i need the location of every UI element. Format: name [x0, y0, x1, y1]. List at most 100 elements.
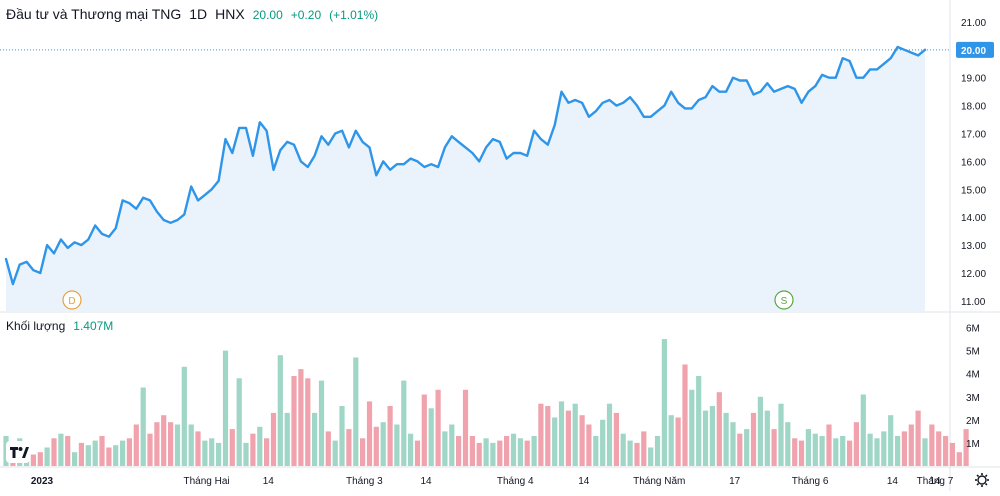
volume-bar: [161, 415, 167, 466]
volume-bar: [332, 440, 338, 466]
volume-bar: [325, 431, 331, 466]
volume-tick-label: 2M: [966, 416, 980, 427]
volume-bar: [65, 436, 71, 466]
last-price-label: 20.00: [961, 46, 986, 57]
volume-bar: [572, 403, 578, 466]
volume-bar: [524, 440, 530, 466]
volume-bar: [517, 438, 523, 466]
volume-bar: [133, 424, 139, 466]
symbol-title[interactable]: Đầu tư và Thương mại TNG: [6, 6, 182, 22]
volume-bar: [613, 412, 619, 466]
time-tick-label: 14: [929, 476, 941, 487]
event-marker: [774, 290, 794, 310]
volume-bar: [373, 426, 379, 466]
volume-bar: [606, 403, 613, 466]
volume-bar: [510, 433, 517, 466]
volume-bar: [284, 412, 290, 466]
volume-bar: [456, 436, 462, 466]
volume-bar: [744, 429, 750, 466]
volume-bar: [346, 429, 352, 466]
volume-bar: [202, 440, 208, 466]
volume-bar: [600, 419, 606, 466]
time-tick-label: Tháng Năm: [633, 476, 685, 487]
volume-bar: [634, 442, 640, 466]
volume-bar: [586, 424, 592, 466]
volume-bar: [847, 440, 853, 466]
price-tick-label: 18.00: [961, 102, 986, 113]
volume-bar: [750, 412, 757, 466]
interval-label[interactable]: 1D: [189, 6, 208, 22]
volume-bar: [654, 436, 661, 466]
exchange-label: HNX: [215, 6, 245, 22]
volume-bar: [668, 415, 674, 466]
volume-bar: [270, 412, 277, 466]
event-marker-label: S: [781, 296, 788, 307]
volume-tick-label: 6M: [966, 324, 980, 335]
volume-bar: [250, 433, 256, 466]
volume-bar: [620, 433, 626, 466]
volume-bar: [757, 396, 763, 466]
volume-bar: [853, 422, 859, 466]
volume-bar: [545, 406, 551, 466]
volume-bar: [264, 438, 270, 466]
volume-bar: [531, 436, 537, 466]
volume-bar: [860, 394, 866, 466]
volume-bar: [483, 438, 489, 466]
volume-bar: [435, 389, 441, 466]
volume-bar: [106, 447, 112, 466]
volume-bar: [819, 436, 825, 466]
volume-bar: [85, 445, 91, 466]
volume-bar: [805, 429, 811, 466]
volume-bar: [243, 442, 249, 466]
volume-bar: [168, 422, 174, 466]
price-area: [6, 47, 925, 312]
volume-bar: [360, 438, 366, 466]
volume-bar: [51, 438, 57, 466]
volume-bar: [689, 389, 695, 466]
volume-bar: [915, 410, 921, 466]
volume-bar: [579, 415, 585, 466]
volume-bar: [305, 378, 311, 466]
time-tick-label: Tháng Hai: [184, 476, 230, 487]
price-tick-label: 21.00: [961, 18, 986, 29]
price-line: [4, 45, 927, 286]
volume-bar: [318, 380, 325, 466]
volume-bar: [798, 440, 805, 466]
volume-bar: [222, 350, 229, 466]
price-tick-label: 19.00: [961, 74, 986, 85]
volume-bar: [113, 445, 119, 466]
volume-bar: [895, 436, 901, 466]
volume-bar: [963, 429, 969, 466]
event-marker-label: D: [68, 296, 75, 307]
volume-bar: [648, 447, 654, 466]
last-price-label-bg: [956, 41, 994, 58]
volume-bar: [462, 389, 469, 466]
volume-bar: [408, 433, 414, 466]
volume-bar: [37, 452, 43, 466]
volume-bar: [414, 440, 421, 466]
symbol-legend: Đầu tư và Thương mại TNG 1D HNX 20.00 +0…: [6, 6, 378, 22]
volume-bar: [812, 433, 818, 466]
volume-bar: [764, 410, 770, 466]
volume-bar: [675, 417, 681, 466]
price-tick-label: 14.00: [961, 213, 986, 224]
volume-bar: [339, 406, 345, 466]
price-tick-label: 11.00: [961, 297, 986, 308]
volume-bar: [421, 394, 427, 466]
time-tick-label: Tháng 3: [346, 476, 383, 487]
event-marker: [62, 290, 82, 310]
volume-legend-label[interactable]: Khối lượng: [6, 319, 66, 333]
volume-bar: [901, 431, 907, 466]
price-change-percent: (+1.01%): [329, 8, 379, 22]
volume-bar: [558, 401, 565, 466]
volume-legend: Khối lượng 1.407M: [6, 319, 113, 333]
volume-bar: [922, 438, 928, 466]
volume-bar: [908, 424, 914, 466]
volume-bar: [771, 429, 777, 466]
volume-bar: [236, 378, 242, 466]
volume-bar: [209, 438, 215, 466]
volume-bar: [188, 424, 194, 466]
gear-icon[interactable]: [975, 473, 989, 487]
